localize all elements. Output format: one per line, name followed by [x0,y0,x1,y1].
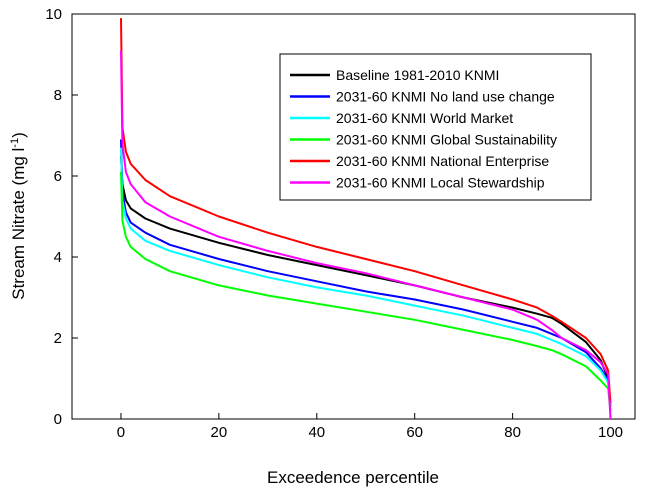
axis-ticks: 0 20 40 60 80 100 0 2 4 6 8 10 [45,6,623,441]
legend-label-4: 2031-60 KNMI Global Sustainability [336,132,557,148]
y-tick-label: 10 [45,6,62,23]
x-tick-label: 100 [598,424,623,441]
legend-items: Baseline 1981-2010 KNMI 2031-60 KNMI No l… [290,67,557,191]
x-axis-title: Exceedence percentile [267,468,439,487]
series-line-2 [120,139,612,407]
x-tick-label: 0 [117,424,125,441]
y-tick-label: 4 [54,249,62,266]
legend-label-2: 2031-60 KNMI No land use change [336,89,555,105]
y-axis-title-superscript: -1 [9,138,21,148]
legend-label-3: 2031-60 KNMI World Market [336,110,513,126]
y-axis-title: Stream Nitrate (mg l-1) [9,132,28,300]
y-axis-title-main: Stream Nitrate (mg l [9,148,28,300]
legend-box [279,53,592,201]
legend-label-5: 2031-60 KNMI National Enterprise [336,153,549,169]
x-tick-label: 20 [211,424,228,441]
y-axis-title-suffix: ) [9,132,28,138]
y-tick-label: 6 [54,168,62,185]
y-tick-label: 8 [54,87,62,104]
legend-label-6: 2031-60 KNMI Local Stewardship [336,175,545,191]
series-line-4 [120,171,612,412]
legend: Baseline 1981-2010 KNMI 2031-60 KNMI No l… [279,53,592,201]
plot-frame [71,13,636,420]
x-tick-label: 80 [504,424,521,441]
y-tick-label: 0 [54,411,62,428]
series-line-5 [120,18,612,403]
series-lines [120,18,612,420]
x-tick-label: 40 [308,424,325,441]
x-tick-label: 60 [406,424,423,441]
y-tick-label: 2 [54,330,62,347]
series-line-6 [120,50,612,420]
legend-label-1: Baseline 1981-2010 KNMI [336,67,499,83]
series-line-3 [120,147,612,407]
